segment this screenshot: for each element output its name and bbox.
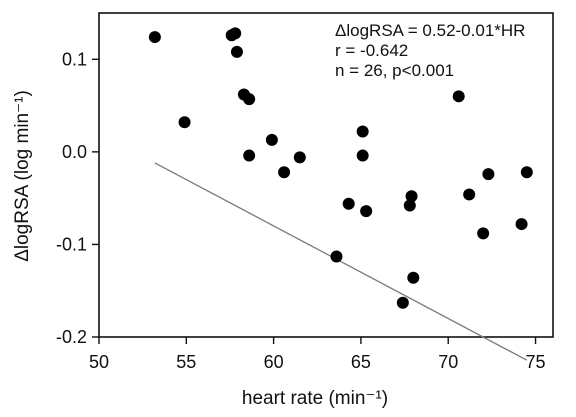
data-point <box>482 168 495 181</box>
data-point <box>148 31 161 44</box>
axis-ticks-layer: 50 55 60 65 70 75 -0.2 -0.1 0.0 0.1 <box>56 49 546 372</box>
data-point <box>243 93 256 106</box>
annotation-r-value: r = -0.642 <box>335 41 408 60</box>
plot-frame-layer <box>98 12 554 338</box>
data-point <box>477 227 490 240</box>
data-point <box>278 166 291 179</box>
data-point <box>230 45 243 58</box>
plot-frame <box>98 12 554 338</box>
data-points-layer <box>148 27 533 309</box>
y-axis-label: ΔlogRSA (log min⁻¹) <box>12 90 33 262</box>
regression-line-layer <box>154 162 528 361</box>
data-point <box>515 218 528 231</box>
x-tick-label: 70 <box>438 352 458 372</box>
regression-line <box>154 162 528 361</box>
data-point <box>452 90 465 103</box>
annotation-equation: ΔlogRSA = 0.52-0.01*HR <box>335 21 525 40</box>
x-tick-label: 65 <box>351 352 371 372</box>
data-point <box>396 296 409 309</box>
x-tick-label: 75 <box>526 352 546 372</box>
x-tick-label: 55 <box>176 352 196 372</box>
y-tick-label: 0.1 <box>62 49 87 69</box>
y-tick-label: -0.1 <box>56 234 87 254</box>
data-point <box>178 116 191 129</box>
x-axis-label: heart rate (min⁻¹) <box>242 388 388 409</box>
x-tick-label: 50 <box>89 352 109 372</box>
data-point <box>342 197 355 210</box>
data-point <box>356 149 369 162</box>
data-point <box>265 133 278 146</box>
data-point <box>463 188 476 201</box>
data-point <box>243 149 256 162</box>
y-tick-label: -0.2 <box>56 327 87 347</box>
data-point <box>356 125 369 138</box>
data-point <box>293 151 306 164</box>
data-point <box>360 205 373 218</box>
data-point <box>405 190 418 203</box>
data-point <box>403 199 416 212</box>
y-tick-label: 0.0 <box>62 142 87 162</box>
data-point <box>330 250 343 263</box>
annotation-n-p-value: n = 26, p<0.001 <box>335 61 454 80</box>
data-point <box>229 27 242 40</box>
data-point <box>520 166 533 179</box>
data-point <box>407 271 420 284</box>
x-tick-label: 60 <box>264 352 284 372</box>
